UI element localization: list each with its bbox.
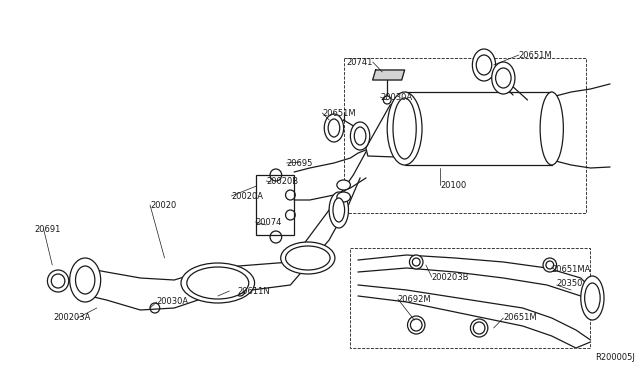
Text: 20020B: 20020B bbox=[266, 176, 298, 186]
Ellipse shape bbox=[333, 198, 344, 222]
Ellipse shape bbox=[476, 55, 492, 75]
Circle shape bbox=[474, 322, 485, 334]
Bar bbox=[344, 58, 586, 213]
Ellipse shape bbox=[351, 122, 370, 150]
Circle shape bbox=[546, 261, 554, 269]
Circle shape bbox=[383, 96, 391, 104]
Ellipse shape bbox=[187, 267, 249, 299]
Text: 20030A: 20030A bbox=[157, 298, 189, 307]
Polygon shape bbox=[294, 150, 366, 200]
Circle shape bbox=[543, 258, 557, 272]
Text: 20741: 20741 bbox=[346, 58, 373, 67]
Polygon shape bbox=[372, 70, 404, 80]
Bar bbox=[351, 248, 591, 348]
Ellipse shape bbox=[495, 68, 511, 88]
Ellipse shape bbox=[337, 180, 351, 190]
Text: 200203A: 200203A bbox=[53, 314, 91, 323]
Bar bbox=[255, 175, 294, 235]
Ellipse shape bbox=[387, 92, 422, 165]
Polygon shape bbox=[358, 255, 591, 308]
Ellipse shape bbox=[580, 276, 604, 320]
Ellipse shape bbox=[76, 266, 95, 294]
Text: 20651M: 20651M bbox=[519, 51, 552, 60]
Circle shape bbox=[410, 319, 422, 331]
Text: 20030A: 20030A bbox=[380, 93, 413, 102]
Text: R200005J: R200005J bbox=[595, 353, 635, 362]
Text: 200203B: 200203B bbox=[432, 273, 469, 282]
Ellipse shape bbox=[355, 127, 366, 145]
Text: 20020A: 20020A bbox=[231, 192, 263, 201]
Ellipse shape bbox=[492, 62, 515, 94]
Circle shape bbox=[47, 270, 68, 292]
Ellipse shape bbox=[181, 263, 255, 303]
Text: 20020: 20020 bbox=[150, 201, 176, 209]
Ellipse shape bbox=[328, 119, 340, 137]
Polygon shape bbox=[366, 100, 404, 157]
Text: 20100: 20100 bbox=[440, 180, 467, 189]
Text: 20692M: 20692M bbox=[398, 295, 431, 304]
Text: 20651M: 20651M bbox=[503, 314, 537, 323]
Circle shape bbox=[51, 274, 65, 288]
Polygon shape bbox=[358, 285, 591, 348]
Ellipse shape bbox=[285, 246, 330, 270]
Circle shape bbox=[470, 319, 488, 337]
Ellipse shape bbox=[281, 242, 335, 274]
Ellipse shape bbox=[329, 192, 348, 228]
Text: 20691: 20691 bbox=[35, 224, 61, 234]
Ellipse shape bbox=[337, 192, 351, 202]
Ellipse shape bbox=[585, 283, 600, 313]
Circle shape bbox=[410, 255, 423, 269]
Text: 20695: 20695 bbox=[287, 158, 313, 167]
Circle shape bbox=[408, 316, 425, 334]
Ellipse shape bbox=[324, 114, 344, 142]
Ellipse shape bbox=[472, 49, 495, 81]
Ellipse shape bbox=[393, 98, 416, 159]
Polygon shape bbox=[85, 152, 366, 310]
Ellipse shape bbox=[540, 92, 563, 165]
Text: 20611N: 20611N bbox=[237, 286, 270, 295]
Text: 20074: 20074 bbox=[255, 218, 282, 227]
Circle shape bbox=[412, 258, 420, 266]
Text: 20651MA: 20651MA bbox=[552, 264, 591, 273]
Text: 20651M: 20651M bbox=[323, 109, 356, 118]
Ellipse shape bbox=[70, 258, 100, 302]
Polygon shape bbox=[552, 84, 610, 168]
Text: 20350: 20350 bbox=[557, 279, 583, 288]
